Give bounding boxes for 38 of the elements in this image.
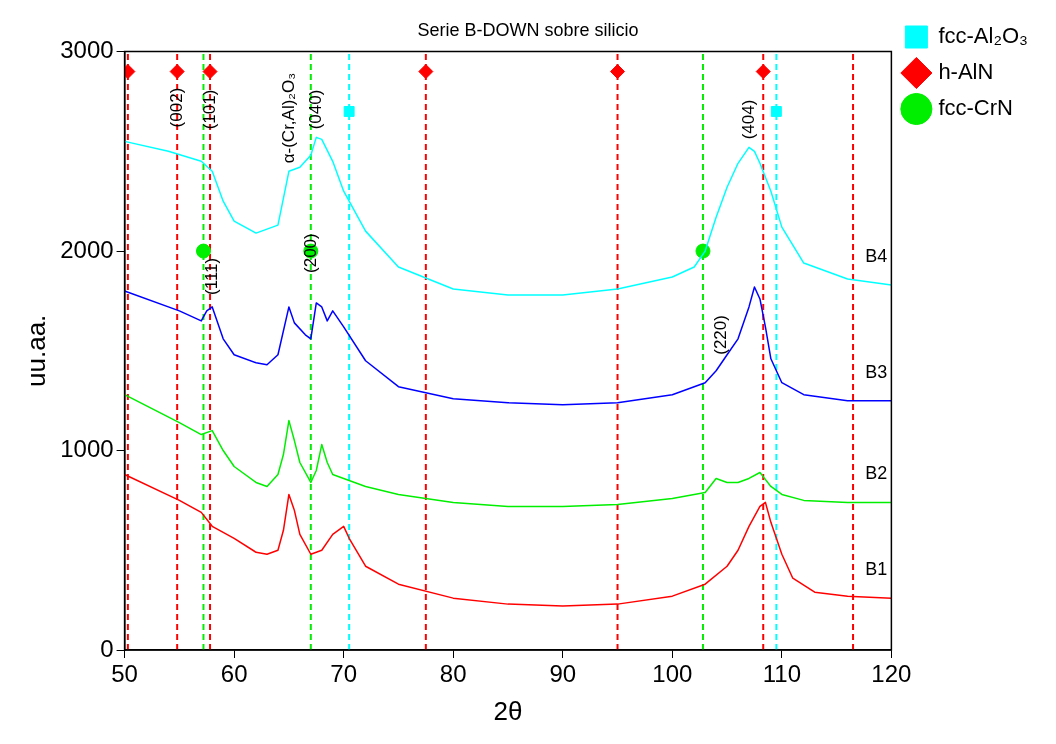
annotation: α-(Cr,Al)₂O₃ — [278, 72, 298, 164]
point — [418, 64, 434, 80]
annotation: (111) — [201, 257, 221, 295]
x-tick-label: 90 — [549, 660, 577, 688]
annotation: (002) — [166, 87, 186, 128]
x-tick-label: 110 — [762, 660, 801, 688]
x-tick-label: 50 — [111, 660, 138, 688]
annotation: (200) — [300, 233, 320, 273]
annotation: (040) — [305, 89, 325, 130]
y-tick-label: 1000 — [60, 435, 114, 463]
legend-label: fcc-CrN — [938, 95, 1013, 121]
x-tick-label: 80 — [439, 660, 467, 688]
y-tick-label: 2000 — [60, 235, 114, 263]
series-label: B4 — [865, 245, 888, 266]
point — [770, 105, 782, 117]
annotation: (220) — [711, 315, 731, 355]
x-tick-label: 100 — [652, 660, 693, 688]
point — [610, 64, 626, 80]
x-axis-title: 2θ — [493, 695, 523, 726]
point — [755, 64, 771, 80]
y-tick-label: 0 — [100, 634, 114, 662]
series-label: B1 — [865, 559, 888, 580]
x-tick-label: 60 — [220, 660, 248, 688]
point — [169, 64, 185, 80]
point — [343, 105, 355, 117]
annotation: (101) — [199, 89, 219, 130]
x-tick-label: 70 — [330, 660, 358, 688]
legend-label: h-AlN — [938, 59, 994, 85]
series-label: B2 — [865, 463, 888, 484]
x-tick-label: 120 — [871, 660, 912, 688]
y-axis-title: uu.aa. — [20, 314, 51, 387]
point — [195, 243, 211, 259]
y-tick-label: 3000 — [60, 36, 114, 64]
chart-title: Serie B-DOWN sobre silicio — [417, 19, 639, 40]
annotation: (404) — [738, 99, 758, 140]
series-label: B3 — [865, 361, 888, 382]
point — [202, 64, 218, 80]
legend-label: fcc-Al₂O₃ — [938, 23, 1029, 49]
